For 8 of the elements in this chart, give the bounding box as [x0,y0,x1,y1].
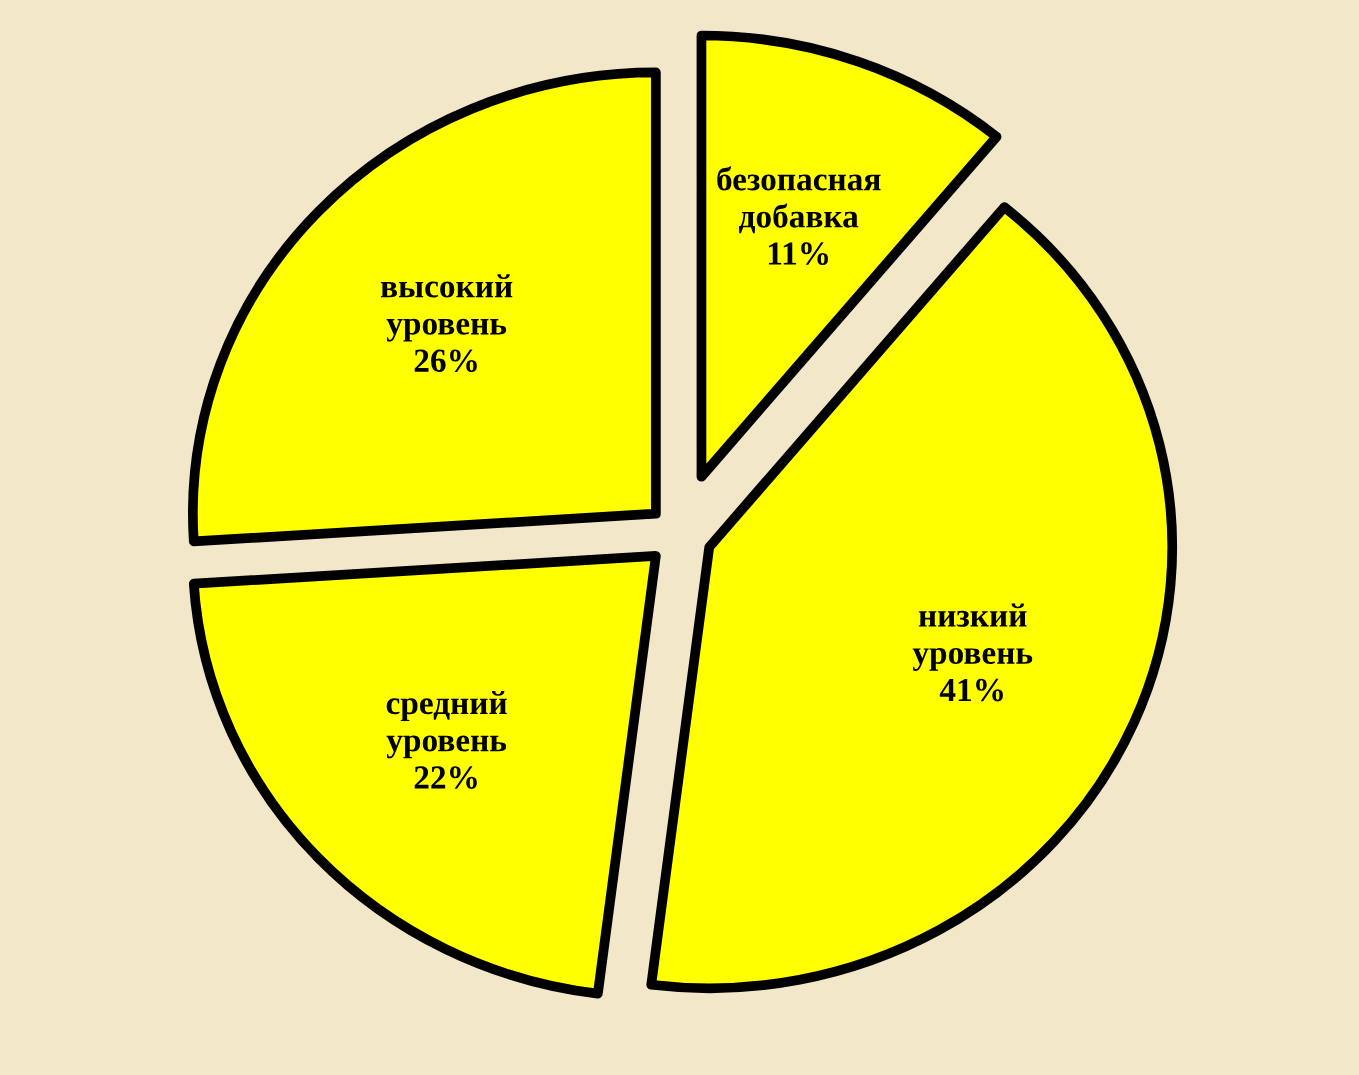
data-label: 11% [768,242,828,265]
data-label: 26% [414,349,477,373]
slice-label: безопасная добавка [717,166,881,234]
slice-label: низкий уровень [912,603,1033,671]
slice-label: средний уровень [386,691,507,759]
data-label: 41% [939,678,1003,702]
data-label: 22% [414,766,477,789]
slice-label: высокий уровень [380,274,513,342]
